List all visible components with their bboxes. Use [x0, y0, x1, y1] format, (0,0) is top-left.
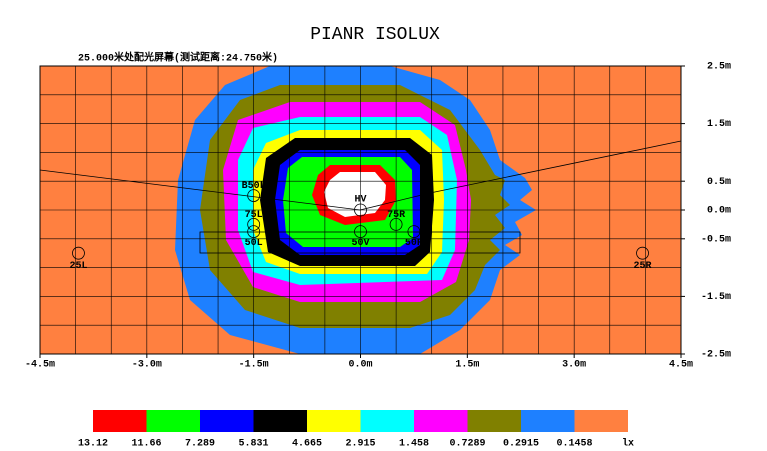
test-point	[407, 225, 421, 239]
y-tick-label: 1.5m	[707, 119, 731, 130]
x-tick-label: 1.5m	[455, 360, 479, 371]
y-tick-label: -2.5m	[701, 350, 731, 361]
y-tick-label: -0.5m	[701, 234, 731, 245]
x-tick-label: 4.5m	[669, 360, 693, 371]
test-point	[247, 217, 261, 231]
legend-swatch	[574, 410, 628, 432]
peak-region	[324, 172, 386, 217]
test-point-label: 75R	[387, 210, 405, 221]
measure-zone	[199, 231, 521, 254]
legend-swatch	[253, 410, 307, 432]
test-point-label: B50L	[242, 181, 266, 192]
legend-swatch	[414, 410, 468, 432]
test-point-label: 50L	[245, 238, 263, 249]
test-point	[247, 225, 261, 239]
legend-label: 2.915	[345, 439, 375, 450]
legend-swatch	[200, 410, 254, 432]
legend-swatch	[146, 410, 200, 432]
x-tick-label: -4.5m	[25, 360, 55, 371]
y-tick-label: 0.5m	[707, 177, 731, 188]
x-tick-label: -1.5m	[239, 360, 269, 371]
y-tick-label: -1.5m	[701, 292, 731, 303]
test-point-label: 75L	[245, 210, 263, 221]
x-tick-label: 3.0m	[562, 360, 586, 371]
test-point	[636, 246, 649, 260]
chart-title: PIANR ISOLUX	[310, 25, 440, 45]
legend-swatch	[360, 410, 414, 432]
legend-label: 5.831	[238, 439, 268, 450]
test-point	[354, 203, 367, 217]
legend-swatch	[467, 410, 521, 432]
legend-label: 0.7289	[449, 439, 485, 450]
x-tick-label: -3.0m	[132, 360, 162, 371]
y-tick-label: 0.0m	[707, 206, 731, 217]
test-point-label: 50V	[351, 238, 369, 249]
legend-swatch	[307, 410, 361, 432]
test-point	[72, 246, 85, 260]
legend-label: 0.2915	[503, 439, 539, 450]
test-point-label: 25L	[69, 261, 87, 272]
test-point-label: HV	[354, 195, 366, 206]
test-point	[247, 189, 261, 203]
legend-label: 1.458	[399, 439, 429, 450]
test-point	[354, 225, 367, 239]
x-tick-label: 0.0m	[348, 360, 372, 371]
cutoff-line	[39, 140, 682, 211]
y-tick-label: 2.5m	[707, 62, 731, 73]
legend-swatch	[521, 410, 575, 432]
legend-unit: lx	[622, 438, 634, 450]
test-point-label: 25R	[634, 261, 652, 272]
legend-label: 0.1458	[556, 439, 592, 450]
legend-label: 11.66	[131, 439, 161, 450]
test-point	[389, 217, 403, 231]
legend-label: 13.12	[78, 439, 108, 450]
test-point-label: 50R	[405, 238, 423, 249]
chart-subtitle: 25.000米处配光屏幕(测试距离:24.750米)	[78, 51, 278, 65]
legend-swatch	[93, 410, 147, 432]
legend-label: 7.289	[185, 439, 215, 450]
legend-label: 4.665	[292, 439, 322, 450]
